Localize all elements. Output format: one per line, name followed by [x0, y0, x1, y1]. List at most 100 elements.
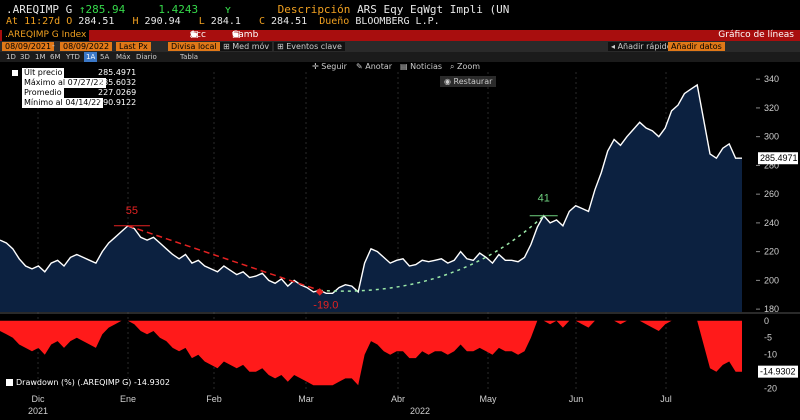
trough-annotation: -19.0	[313, 299, 338, 311]
period-6m[interactable]: 6M	[50, 53, 61, 61]
price-area	[0, 84, 742, 313]
follow-tool[interactable]: ✛ Seguir	[312, 62, 347, 71]
period-5a[interactable]: 5A	[100, 53, 110, 61]
moving-average-toggle[interactable]: ⊞ Med móv	[220, 42, 273, 51]
actions-menu-icon: ▣	[190, 30, 199, 40]
low-value: 284.1	[210, 16, 241, 27]
high-label: H	[132, 16, 139, 27]
y-tick-label: 340	[764, 74, 779, 84]
description-label: Descripción	[277, 3, 351, 16]
peak-annotation: 55	[126, 205, 138, 217]
restore-label: Restaurar	[453, 77, 493, 86]
key-events-label: Eventos clave	[286, 42, 342, 51]
drawdown-tag-text: -14.9302	[760, 367, 796, 377]
legend-label: Máximo al 07/27/22	[22, 78, 106, 88]
ticker-symbol[interactable]: .AREQIMP G	[6, 3, 73, 16]
zoom-tool[interactable]: ⌕ Zoom	[450, 62, 480, 72]
y-tick-label: 180	[764, 304, 779, 314]
open-value: 284.51	[78, 16, 115, 27]
period-1d[interactable]: 1D	[6, 53, 16, 61]
legend-checkbox[interactable]	[6, 379, 13, 386]
period-tabla[interactable]: Tabla	[180, 53, 199, 61]
period-diario[interactable]: Diario	[136, 53, 157, 61]
restore-button[interactable]: ◉ Restaurar	[440, 76, 497, 87]
period-selector: 1D 3D 1M 6M YTD 1A 5A Máx Diario Tabla	[0, 52, 800, 62]
restore-icon: ◉	[444, 77, 454, 86]
legend-row-average[interactable]: Promedio 227.0269	[8, 88, 138, 98]
recovery-trend-line	[319, 215, 545, 292]
legend-row-min[interactable]: Mínimo al 04/14/22 190.9122	[8, 98, 138, 108]
legend-row-last-price[interactable]: Últ precio 285.4971	[8, 68, 138, 78]
magnifier-icon: ⌕	[450, 62, 458, 71]
legend-row-max[interactable]: Máximo al 07/27/22 335.6032	[8, 78, 138, 88]
change-menu-label: Camb	[232, 30, 259, 40]
drawdown-y-tick-label: -5	[764, 333, 772, 343]
x-tick-label-may: May	[479, 394, 497, 404]
open-label: O	[66, 16, 73, 27]
currency-select[interactable]: Divisa local	[168, 42, 220, 51]
period-1m[interactable]: 1M	[35, 53, 46, 61]
period-1a[interactable]: 1A	[84, 52, 98, 62]
news-tool[interactable]: ▤ Noticias	[400, 62, 442, 71]
period-ytd[interactable]: YTD	[66, 53, 80, 61]
quick-add-text: Añadir rápido	[617, 42, 672, 51]
moving-average-label: Med móv	[232, 42, 270, 51]
drawdown-legend[interactable]: Drawdown (%) (.AREQIMP G) -14.9302	[6, 378, 170, 387]
drawdown-tag: -14.9302	[758, 365, 798, 378]
news-icon: ▤	[400, 62, 411, 71]
y-tick-label: 300	[764, 132, 779, 142]
x-year-label: 2021	[28, 406, 48, 416]
function-toolbar: .AREQIMP G Index ▣ Acc ▾ ▣ Camb ▾ Gráfic…	[0, 30, 800, 41]
key-events-toggle[interactable]: ⊞ Eventos clave	[274, 42, 345, 51]
start-date-field[interactable]: 08/09/2021	[2, 42, 55, 51]
trend-icon: ʏ	[224, 3, 232, 16]
close-value: 284.51	[271, 16, 308, 27]
legend-checkbox[interactable]	[12, 70, 18, 76]
y-tick-label: 320	[764, 103, 779, 113]
quick-add-field[interactable]: Añadir datos	[668, 42, 725, 51]
drawdown-legend-value: -14.9302	[133, 378, 170, 387]
annotate-tool-label: Anotar	[365, 62, 393, 71]
price-chart[interactable]: ◆ 55 -19.0 41 180 200 220 240 260 280 300 320 340…	[0, 62, 800, 420]
y-tick-label: 220	[764, 247, 779, 257]
date-separator: -	[52, 41, 55, 50]
decline-trend-line	[127, 225, 321, 292]
time-value: 11:27d	[24, 16, 61, 27]
period-máx[interactable]: Máx	[116, 53, 131, 61]
index-name[interactable]: .AREQIMP G Index	[2, 30, 90, 41]
chevron-down-icon: ◂	[611, 42, 618, 51]
x-tick-label-feb: Feb	[206, 394, 222, 404]
period-3d[interactable]: 3D	[20, 53, 30, 61]
x-tick-label-jun: Jun	[569, 394, 584, 404]
x-year-label: 2022	[410, 406, 430, 416]
end-date-field[interactable]: 08/09/2022	[60, 42, 113, 51]
close-label: C	[258, 16, 265, 27]
drawdown-y-tick-label: -20	[764, 384, 777, 394]
price-field-select[interactable]: Last Px	[116, 42, 151, 51]
pencil-icon: ✎	[356, 62, 366, 71]
quick-add-label: ◂ Añadir rápido	[608, 42, 675, 51]
annotate-tool[interactable]: ✎ Anotar	[356, 62, 392, 71]
follow-tool-label: Seguir	[321, 62, 347, 71]
x-tick-label-jul: Jul	[660, 394, 672, 404]
description-value: ARS Eqy EqWgt Impli (UN	[357, 3, 510, 16]
trough-marker-icon: ◆	[316, 286, 324, 297]
key-events-icon: ⊞	[277, 42, 287, 51]
y-tick-label: 260	[764, 189, 779, 199]
drawdown-y-tick-label: -10	[764, 350, 777, 360]
price-line	[0, 83, 742, 294]
drawdown-legend-label: Drawdown (%) (.AREQIMP G)	[16, 378, 132, 387]
x-tick-label-mar: Mar	[298, 394, 314, 404]
chart-legend: Últ precio 285.4971 Máximo al 07/27/22 3…	[8, 68, 138, 108]
legend-label: Últ precio	[22, 68, 65, 78]
low-label: L	[198, 16, 205, 27]
price-change: 1.4243	[158, 3, 199, 16]
legend-value: 335.6032	[98, 78, 137, 87]
legend-value: 285.4971	[98, 68, 137, 77]
legend-value: 227.0269	[98, 88, 137, 97]
x-tick-label-dic: Dic	[32, 394, 45, 404]
quote-header: .AREQIMP G ↑285.94 1.4243 ʏ Descripción …	[0, 0, 800, 30]
news-tool-label: Noticias	[410, 62, 443, 71]
legend-label: Promedio	[22, 88, 64, 98]
owner-label: Dueño	[319, 16, 350, 27]
